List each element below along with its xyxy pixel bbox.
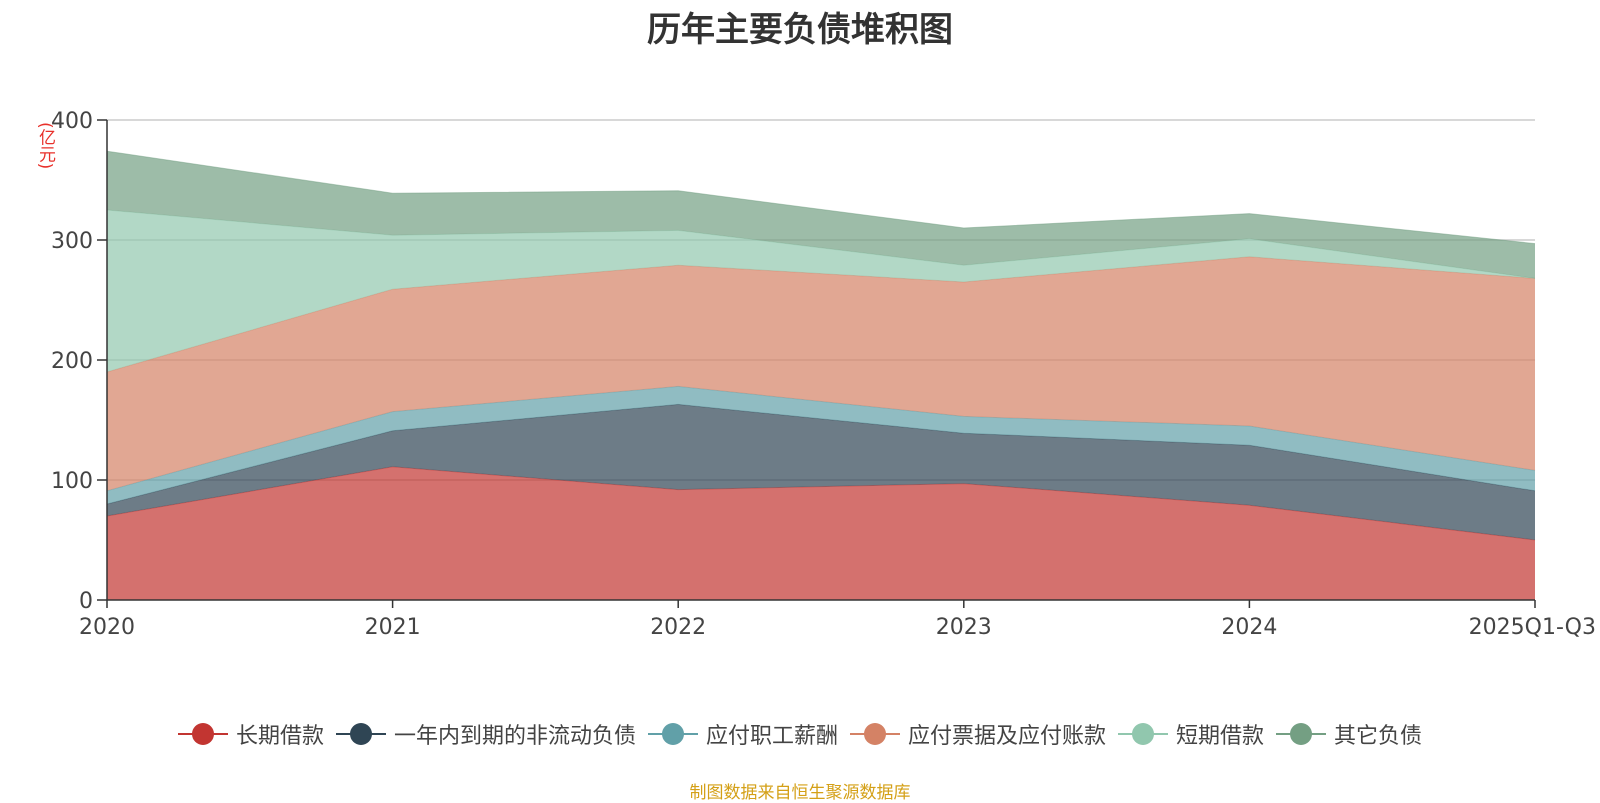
- legend-label: 应付票据及应付账款: [908, 724, 1107, 749]
- y-tick-label: 200: [51, 349, 93, 374]
- legend-label: 一年内到期的非流动负债: [393, 724, 636, 749]
- x-tick-label: 2025Q1-Q3: [1469, 615, 1596, 640]
- legend-item-4[interactable]: 短期借款: [1118, 718, 1264, 750]
- area-series-1[interactable]: [107, 404, 1535, 540]
- y-axis-unit-label: (亿元): [35, 122, 55, 170]
- area-series-3[interactable]: [107, 256, 1535, 491]
- area-series-edge-5: [106, 150, 1536, 245]
- legend-marker-icon: [647, 721, 698, 747]
- x-tick-label: 2022: [650, 615, 706, 640]
- y-tick-label: 0: [79, 589, 93, 614]
- legend-item-2[interactable]: 应付职工薪酬: [647, 718, 838, 750]
- y-tick-label: 100: [51, 469, 93, 494]
- data-source-note: 制图数据来自恒生聚源数据库: [689, 783, 911, 803]
- area-series-4[interactable]: [107, 210, 1535, 372]
- legend-label: 短期借款: [1176, 724, 1265, 749]
- legend-marker-icon: [850, 721, 900, 747]
- x-tick-label: 2023: [936, 615, 992, 640]
- legend-label: 长期借款: [235, 724, 324, 749]
- y-tick-label: 300: [51, 229, 93, 254]
- area-series-5[interactable]: [107, 151, 1535, 279]
- legend-label: 其它负债: [1334, 724, 1423, 749]
- x-tick-label: 2020: [79, 615, 135, 640]
- area-series-layer: [106, 150, 1536, 600]
- legend-item-3[interactable]: 应付票据及应付账款: [850, 718, 1106, 750]
- axes: [97, 119, 1536, 608]
- chart-title: 历年主要负债堆积图: [647, 10, 953, 50]
- legend-marker-icon: [1118, 721, 1169, 747]
- area-series-2[interactable]: [107, 386, 1535, 504]
- legend-marker-icon: [1276, 721, 1327, 747]
- legend-item-0[interactable]: 长期借款: [177, 718, 324, 750]
- x-tick-label: 2024: [1221, 615, 1277, 640]
- tick-labels: 0 100 200 300 400 2020 2021 2022 2023 2024 2025Q1-…: [51, 109, 1596, 640]
- legend-label: 应付职工薪酬: [705, 724, 838, 749]
- legend-item-1[interactable]: 一年内到期的非流动负债: [335, 718, 636, 750]
- legend-item-5[interactable]: 其它负债: [1276, 718, 1422, 750]
- legend-marker-icon: [335, 721, 386, 747]
- y-tick-label: 400: [51, 109, 93, 134]
- legend: 长期借款 一年内到期的非流动负债 应付职工薪酬 应付票据及应付账款 短期借款 其它负债: [0, 714, 1600, 754]
- legend-marker-icon: [177, 721, 228, 747]
- x-tick-label: 2021: [365, 615, 421, 640]
